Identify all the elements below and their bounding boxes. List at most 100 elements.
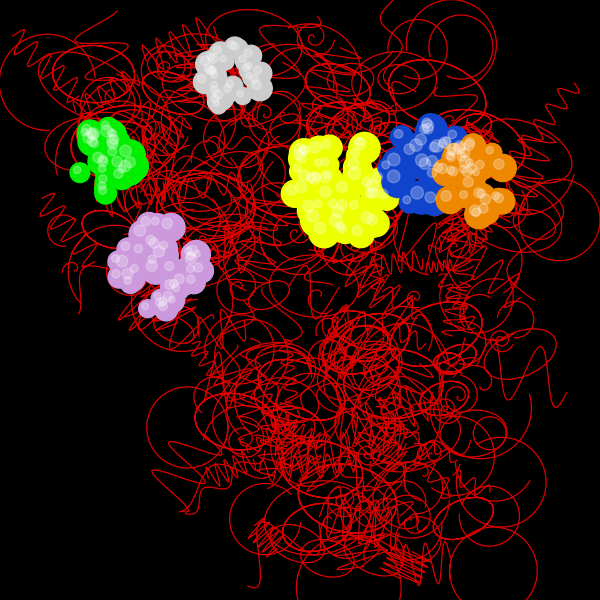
Circle shape (332, 195, 359, 221)
Circle shape (321, 158, 329, 166)
Circle shape (295, 142, 319, 166)
Circle shape (200, 59, 224, 83)
Circle shape (443, 143, 465, 165)
Circle shape (476, 190, 503, 217)
Circle shape (492, 192, 500, 200)
Circle shape (187, 265, 194, 272)
Circle shape (193, 250, 200, 257)
Circle shape (236, 52, 255, 71)
Circle shape (425, 138, 451, 163)
Circle shape (209, 54, 218, 63)
Circle shape (459, 166, 467, 173)
Circle shape (250, 62, 272, 85)
Circle shape (430, 142, 439, 152)
Circle shape (124, 277, 131, 284)
Circle shape (350, 148, 359, 157)
Circle shape (465, 138, 475, 147)
Circle shape (157, 214, 185, 241)
Circle shape (313, 173, 320, 181)
Circle shape (344, 154, 371, 182)
Circle shape (448, 130, 457, 139)
Circle shape (108, 147, 117, 156)
Circle shape (169, 281, 188, 301)
Circle shape (174, 274, 184, 284)
Circle shape (86, 134, 109, 158)
Circle shape (314, 159, 322, 167)
Circle shape (304, 136, 335, 167)
Circle shape (290, 176, 320, 206)
Circle shape (368, 167, 394, 193)
Circle shape (325, 195, 347, 218)
Circle shape (113, 169, 123, 178)
Circle shape (82, 124, 108, 150)
Circle shape (414, 153, 444, 182)
Circle shape (298, 170, 310, 181)
Circle shape (119, 145, 131, 157)
Circle shape (121, 242, 130, 251)
Circle shape (73, 166, 81, 173)
Circle shape (488, 188, 509, 209)
Circle shape (434, 163, 443, 172)
Circle shape (70, 163, 90, 182)
Circle shape (241, 45, 262, 67)
Circle shape (332, 218, 355, 241)
Circle shape (213, 100, 220, 107)
Circle shape (302, 169, 328, 194)
Circle shape (182, 241, 211, 268)
Circle shape (368, 188, 378, 198)
Circle shape (388, 153, 400, 166)
Circle shape (461, 134, 485, 158)
Circle shape (244, 49, 252, 57)
Circle shape (367, 215, 377, 225)
Circle shape (151, 217, 159, 225)
Circle shape (352, 133, 374, 156)
Circle shape (145, 233, 171, 260)
Circle shape (306, 209, 319, 222)
Circle shape (354, 138, 366, 149)
Circle shape (463, 177, 473, 187)
Circle shape (134, 225, 146, 236)
Circle shape (470, 184, 495, 209)
Circle shape (419, 158, 430, 169)
Circle shape (166, 293, 183, 311)
Circle shape (347, 221, 374, 248)
Circle shape (363, 183, 390, 211)
Circle shape (160, 275, 187, 301)
Circle shape (243, 70, 259, 86)
Circle shape (169, 280, 178, 288)
Circle shape (124, 157, 136, 168)
Circle shape (196, 52, 221, 77)
Circle shape (290, 161, 311, 182)
Circle shape (314, 181, 344, 211)
Circle shape (211, 82, 217, 88)
Circle shape (142, 303, 149, 310)
Circle shape (78, 128, 106, 155)
Circle shape (463, 167, 472, 176)
Circle shape (456, 162, 475, 182)
Circle shape (116, 256, 128, 267)
Circle shape (127, 261, 148, 282)
Circle shape (247, 71, 268, 92)
Circle shape (295, 143, 305, 155)
Circle shape (373, 172, 382, 182)
Circle shape (349, 133, 380, 164)
Circle shape (394, 130, 403, 138)
Circle shape (226, 80, 233, 88)
Circle shape (207, 67, 227, 87)
Circle shape (378, 189, 388, 199)
Circle shape (455, 143, 482, 170)
Circle shape (208, 79, 226, 97)
Circle shape (130, 265, 139, 272)
Circle shape (320, 167, 341, 188)
Circle shape (103, 134, 130, 161)
Circle shape (460, 156, 471, 167)
Circle shape (83, 123, 112, 152)
Circle shape (142, 231, 167, 256)
Circle shape (453, 148, 476, 172)
Circle shape (457, 152, 466, 161)
Circle shape (425, 192, 436, 203)
Circle shape (472, 157, 494, 179)
Circle shape (187, 275, 195, 284)
Circle shape (494, 159, 504, 169)
Circle shape (289, 145, 317, 173)
